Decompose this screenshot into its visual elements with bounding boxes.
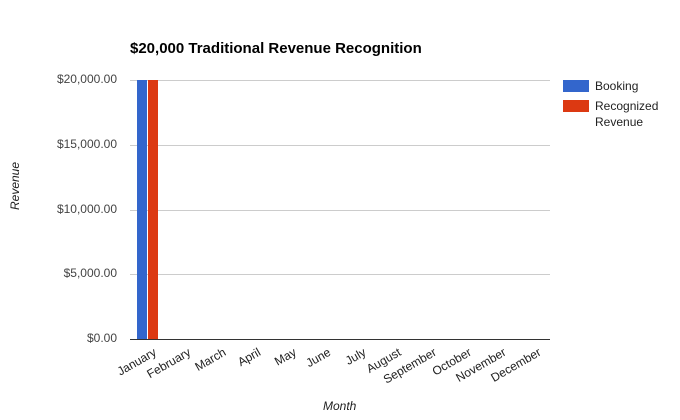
- legend-item[interactable]: Booking: [563, 78, 680, 94]
- y-tick-label: $10,000.00: [56, 201, 117, 216]
- legend-item[interactable]: Recognized Revenue: [563, 98, 680, 130]
- gridline: [130, 80, 550, 81]
- y-tick-label: $20,000.00: [56, 72, 117, 86]
- plot-area: [130, 80, 550, 340]
- legend-label: Recognized Revenue: [595, 99, 659, 129]
- chart-title: $20,000 Traditional Revenue Recognition: [130, 40, 422, 57]
- legend: Booking Recognized Revenue: [563, 78, 680, 134]
- x-tick-label: June: [303, 345, 334, 371]
- x-tick-label: April: [235, 345, 264, 370]
- gridline: [130, 274, 550, 276]
- legend-label: Booking: [595, 79, 639, 93]
- gridline: [130, 209, 550, 211]
- bar-booking[interactable]: [137, 80, 147, 339]
- legend-swatch-icon: [563, 80, 589, 92]
- x-tick-label: March: [192, 345, 229, 374]
- x-axis-title: Month: [323, 399, 357, 413]
- y-tick-label: $0.00: [86, 331, 117, 345]
- x-axis-baseline: [130, 339, 550, 340]
- y-axis-title: Revenue: [8, 161, 22, 210]
- bar-recognized-revenue[interactable]: [148, 80, 158, 339]
- y-tick-label: $15,000.00: [56, 136, 117, 151]
- legend-swatch-icon: [563, 100, 589, 112]
- x-tick-label: May: [271, 345, 299, 369]
- y-tick-label: $5,000.00: [63, 266, 117, 281]
- gridline: [130, 144, 550, 146]
